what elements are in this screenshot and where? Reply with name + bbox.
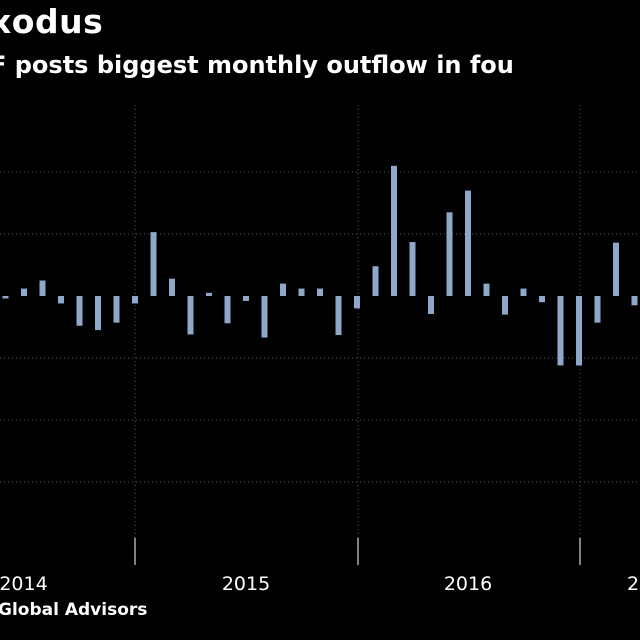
bar-2016-06 <box>465 190 471 296</box>
bar-2015-09 <box>298 288 305 296</box>
year-tick-labels: 2014 2015 2016 2 <box>0 573 639 595</box>
bar-2014-06 <box>95 296 101 331</box>
bar-2014-01 <box>2 296 9 299</box>
bar-2017-03 <box>631 296 638 306</box>
bar-2015-08 <box>280 283 286 296</box>
bar-2014-07 <box>113 296 120 323</box>
bar-2016-05 <box>446 212 453 296</box>
bar-2015-06 <box>243 296 249 301</box>
bar-2016-10 <box>539 296 545 303</box>
bars <box>2 165 638 366</box>
bar-2015-10 <box>317 288 323 296</box>
chart-subtitle: F posts biggest monthly outflow in fou <box>0 51 514 79</box>
bar-2015-12 <box>354 296 360 309</box>
bar-2016-07 <box>483 283 490 296</box>
bar-2015-05 <box>224 296 231 324</box>
year-label: 2014 <box>0 573 48 595</box>
bar-2014-03 <box>39 280 46 296</box>
bar-2015-04 <box>206 292 212 296</box>
year-label: 2016 <box>444 573 492 595</box>
year-label: 2 <box>627 573 639 595</box>
bar-2015-07 <box>261 296 268 338</box>
bar-2016-08 <box>502 296 508 315</box>
bar-2016-04 <box>428 296 434 314</box>
bar-2016-12 <box>576 296 582 366</box>
bar-2016-01 <box>372 266 379 296</box>
year-separators <box>134 105 581 565</box>
bar-2014-05 <box>76 296 83 326</box>
bar-2017-02 <box>613 242 619 296</box>
bar-2016-09 <box>520 288 527 296</box>
chart-title: xodus <box>0 2 104 41</box>
bar-2014-02 <box>21 288 27 296</box>
bar-2016-11 <box>557 296 564 366</box>
bar-2015-11 <box>335 296 342 336</box>
bar-2015-02 <box>169 278 175 296</box>
bar-2014-08 <box>132 296 138 304</box>
bar-2016-02 <box>391 165 397 296</box>
bar-2015-01 <box>150 232 157 296</box>
source-note: Global Advisors <box>0 600 148 620</box>
bar-2015-03 <box>187 296 194 335</box>
bar-2014-04 <box>58 296 64 304</box>
gridlines <box>0 171 640 483</box>
year-label: 2015 <box>222 573 270 595</box>
bar-2016-03 <box>409 242 416 296</box>
bar-2017-01 <box>594 296 601 323</box>
